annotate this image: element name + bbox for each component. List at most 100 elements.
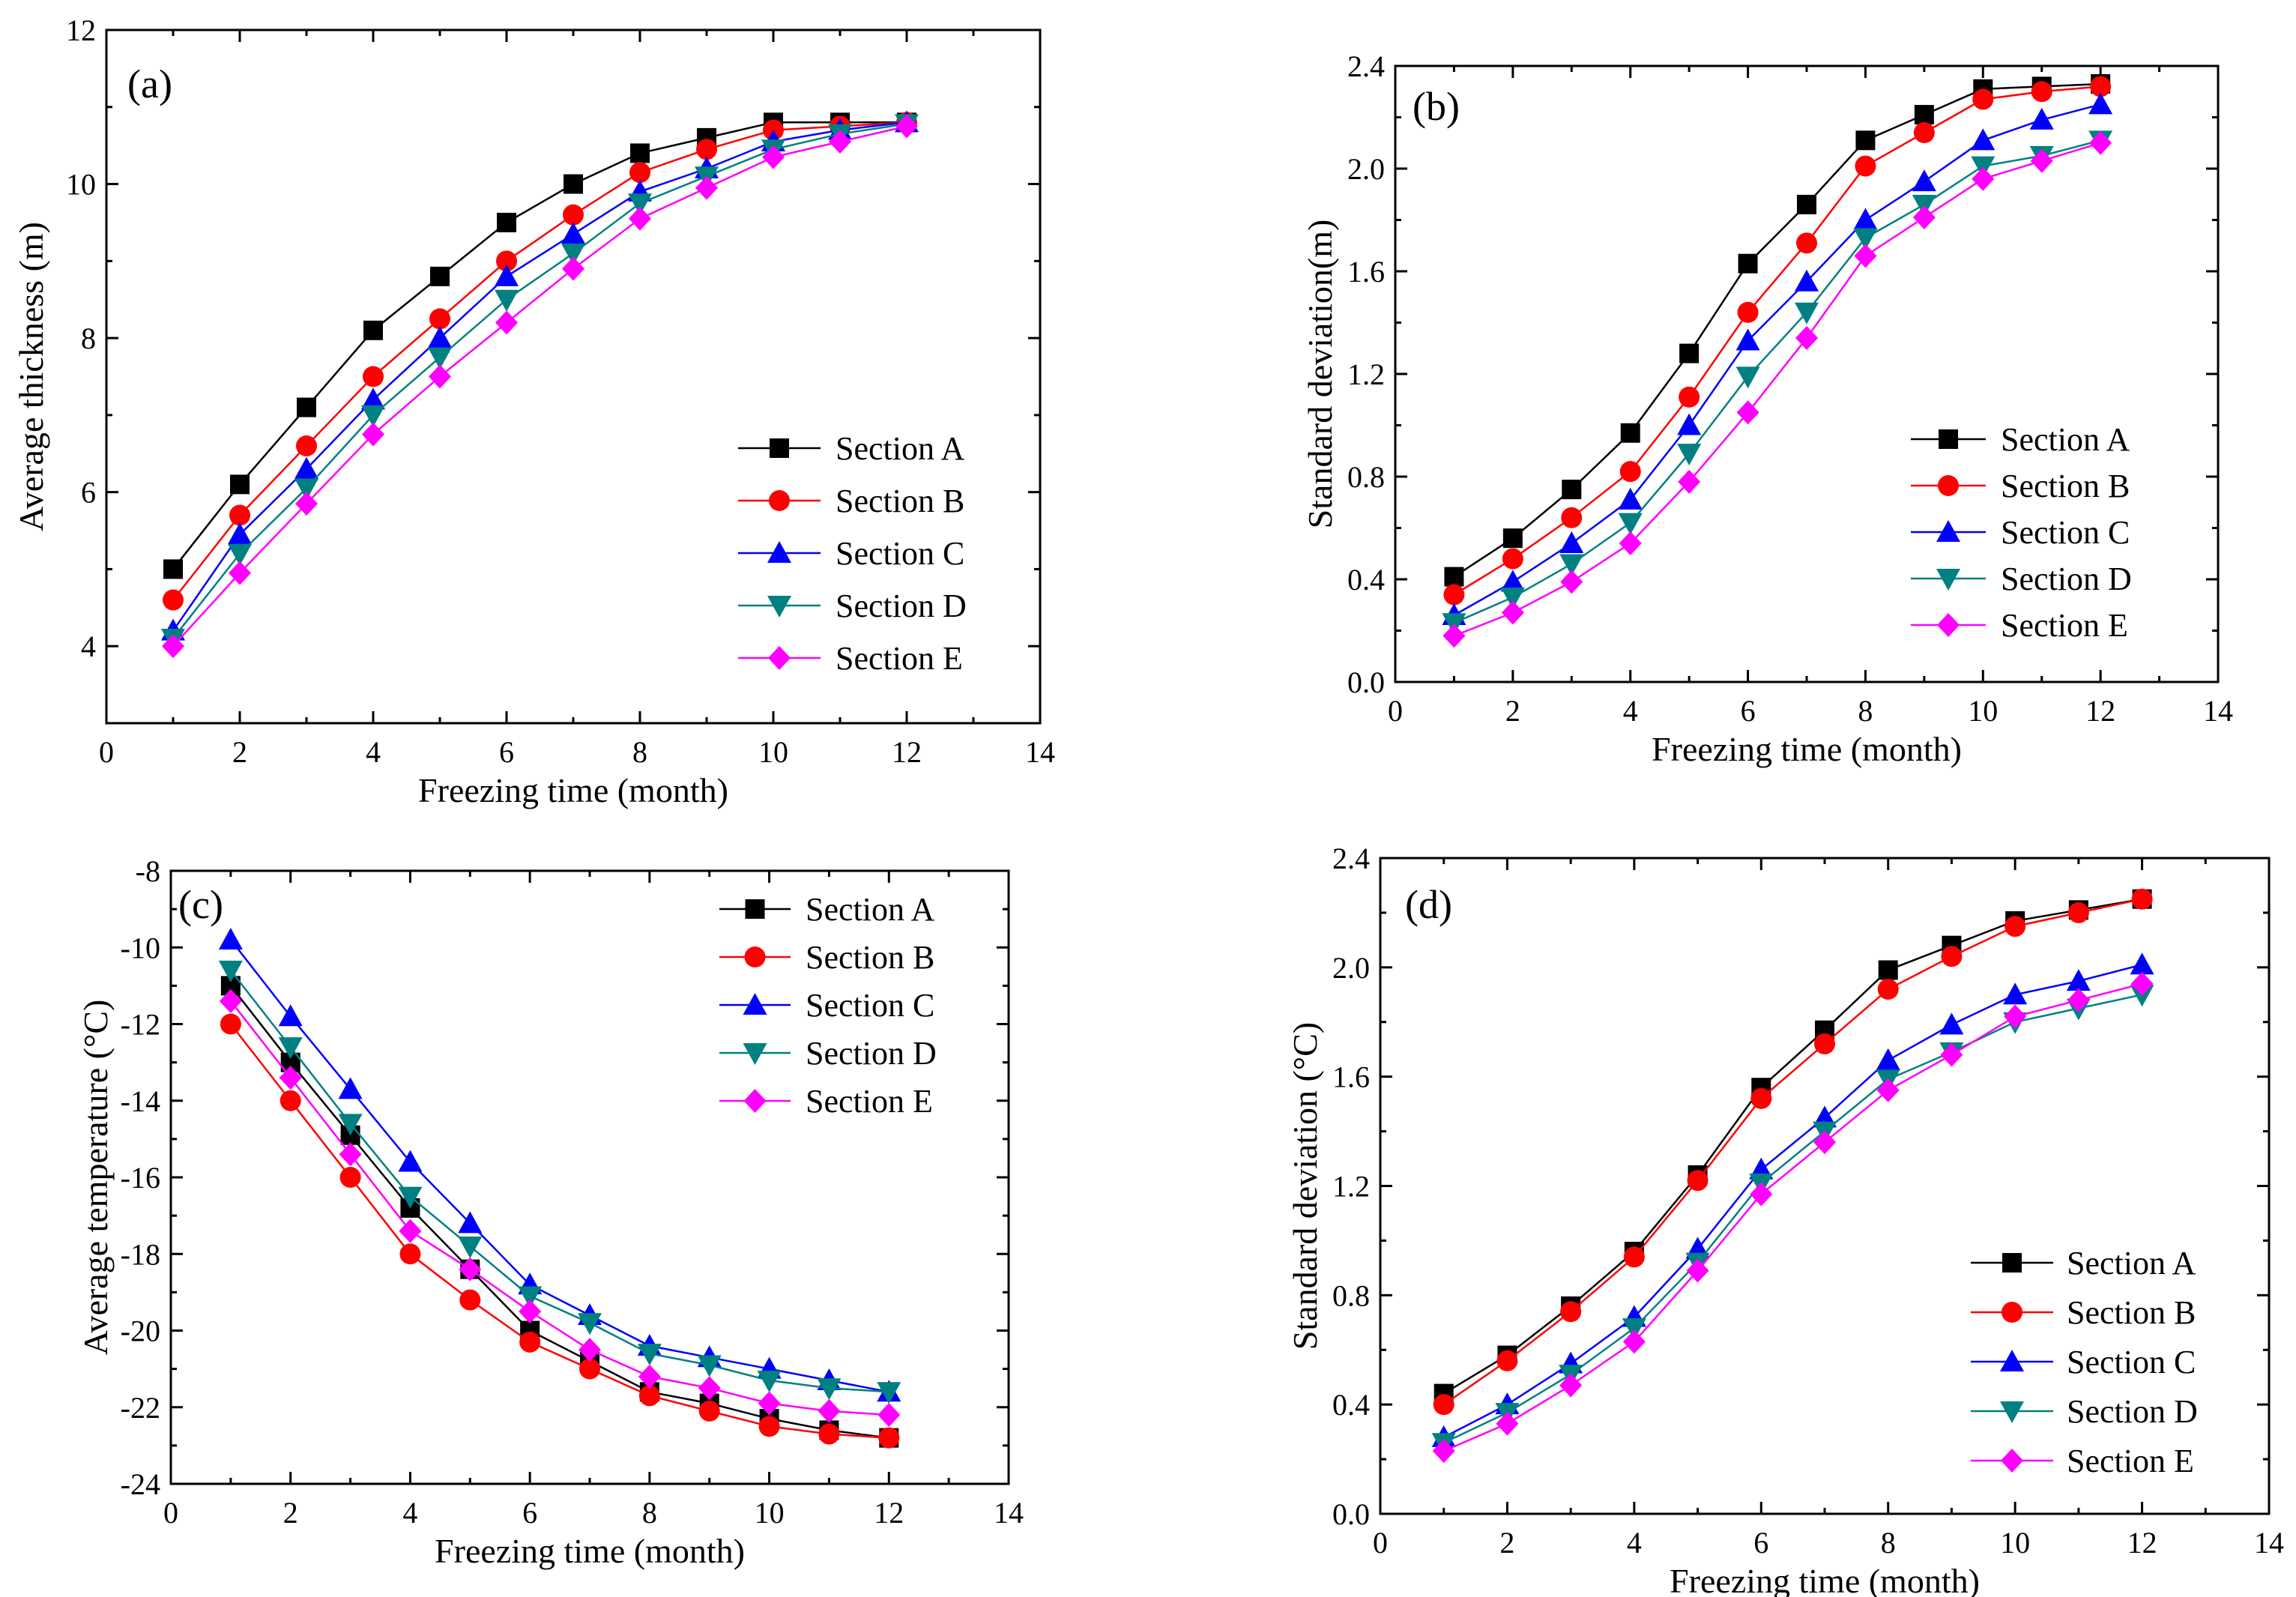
data-point-section-c <box>1618 487 1643 510</box>
x-tick-label: 4 <box>402 1496 417 1530</box>
data-point-section-b <box>280 1090 301 1111</box>
series-section-d <box>161 114 919 650</box>
data-point-section-d <box>637 1344 662 1366</box>
x-axis-title: Freezing time (month) <box>418 771 728 809</box>
data-point-section-b <box>519 1331 541 1353</box>
x-tick-label: 2 <box>232 735 247 769</box>
legend-marker-section-b <box>1938 475 1959 496</box>
series-section-b <box>220 1013 900 1449</box>
series-line-section-c <box>1443 963 2142 1439</box>
data-point-section-c <box>2029 107 2054 130</box>
data-point-section-c <box>2003 982 2028 1005</box>
data-point-section-e <box>829 130 851 154</box>
data-point-section-b <box>163 589 184 611</box>
x-tick-label: 6 <box>1741 694 1756 728</box>
data-point-section-c <box>2066 969 2091 991</box>
x-tick-label: 14 <box>1025 735 1055 769</box>
x-axis-title: Freezing time (month) <box>435 1532 745 1570</box>
legend-marker-section-e <box>2001 1449 2023 1473</box>
series-line-section-a <box>1443 898 2142 1395</box>
data-point-section-e <box>877 1402 901 1427</box>
series-section-a <box>1444 73 2111 587</box>
series-line-section-c <box>229 939 889 1393</box>
series-line-section-e <box>1443 982 2142 1452</box>
data-point-section-e <box>219 988 242 1013</box>
data-point-section-e <box>1686 1258 1709 1283</box>
legend-label-section-d: Section D <box>836 588 967 624</box>
data-point-section-b <box>1679 386 1700 408</box>
data-point-section-b <box>696 139 717 160</box>
data-point-section-d <box>1853 228 1878 250</box>
y-tick-label: -10 <box>121 931 160 964</box>
panel-label: (c) <box>178 882 223 927</box>
legend-marker-section-a <box>770 438 789 458</box>
panel-label: (b) <box>1413 84 1460 129</box>
data-point-section-a <box>564 174 583 194</box>
data-point-section-c <box>2130 953 2154 975</box>
data-point-section-c <box>495 264 519 286</box>
data-point-section-a <box>1738 253 1758 274</box>
data-point-section-e <box>2004 1004 2027 1029</box>
data-point-section-d <box>338 1114 363 1136</box>
data-point-section-a <box>1620 423 1640 443</box>
data-point-section-a <box>1444 567 1464 587</box>
data-point-section-b <box>1502 548 1523 570</box>
data-point-section-e <box>2130 971 2154 996</box>
data-point-section-c <box>1939 1012 1964 1035</box>
legend-label-section-e: Section E <box>806 1083 933 1120</box>
x-tick-label: 6 <box>1753 1526 1768 1560</box>
data-point-section-e <box>1622 1329 1646 1354</box>
y-tick-label: 1.6 <box>1347 255 1385 289</box>
data-point-section-e <box>279 1066 302 1090</box>
x-tick-label: 4 <box>1627 1526 1642 1560</box>
data-point-section-e <box>562 256 584 281</box>
y-tick-label: -12 <box>121 1008 160 1042</box>
y-tick-label: -22 <box>121 1391 160 1425</box>
legend-label-section-c: Section C <box>2067 1344 2196 1380</box>
data-point-section-b <box>2005 916 2026 938</box>
y-tick-label: 8 <box>81 321 96 355</box>
data-point-section-c <box>1500 570 1525 592</box>
data-point-section-b <box>459 1289 481 1311</box>
x-tick-label: 14 <box>994 1496 1024 1530</box>
y-tick-label: 0.0 <box>1332 1497 1370 1531</box>
data-point-section-e <box>1560 570 1583 594</box>
y-tick-label: 10 <box>66 168 96 202</box>
legend-label-section-d: Section D <box>2067 1393 2198 1430</box>
legend-label-section-a: Section A <box>2067 1245 2196 1281</box>
y-axis-title: Average thickness (m) <box>12 222 50 531</box>
x-tick-label: 10 <box>755 1496 785 1530</box>
data-point-section-c <box>278 1004 303 1027</box>
series-section-a <box>220 976 899 1448</box>
data-point-section-e <box>1442 624 1466 648</box>
data-point-section-d <box>398 1186 423 1209</box>
series-line-section-c <box>172 121 907 632</box>
data-point-section-d <box>361 405 385 427</box>
data-point-section-d <box>877 1382 901 1404</box>
series-section-c <box>161 110 919 641</box>
x-tick-label: 14 <box>2203 694 2233 728</box>
data-point-section-c <box>398 1150 423 1172</box>
x-tick-label: 6 <box>499 735 514 769</box>
data-point-section-b <box>1941 946 1963 967</box>
data-point-section-d <box>1735 366 1760 389</box>
series-line-section-b <box>1442 898 2142 1406</box>
data-point-section-c <box>1853 208 1878 230</box>
legend-marker-section-d <box>2000 1401 2024 1423</box>
data-point-section-a <box>497 212 516 232</box>
data-point-section-a <box>297 397 316 417</box>
data-point-section-c <box>2088 92 2113 115</box>
data-point-section-d <box>1618 513 1643 535</box>
y-tick-label: 4 <box>81 630 96 663</box>
data-point-section-b <box>296 435 317 456</box>
legend-label-section-e: Section E <box>2001 607 2128 644</box>
legend-label-section-d: Section D <box>2001 561 2132 597</box>
data-point-section-e <box>758 1391 781 1416</box>
data-point-section-e <box>698 1376 721 1401</box>
y-tick-label: -24 <box>121 1467 160 1501</box>
data-point-section-e <box>459 1257 482 1281</box>
data-point-section-d <box>2130 985 2154 1007</box>
data-point-section-d <box>1795 302 1819 324</box>
data-point-section-b <box>399 1243 421 1265</box>
y-tick-label: 2.4 <box>1347 49 1385 83</box>
